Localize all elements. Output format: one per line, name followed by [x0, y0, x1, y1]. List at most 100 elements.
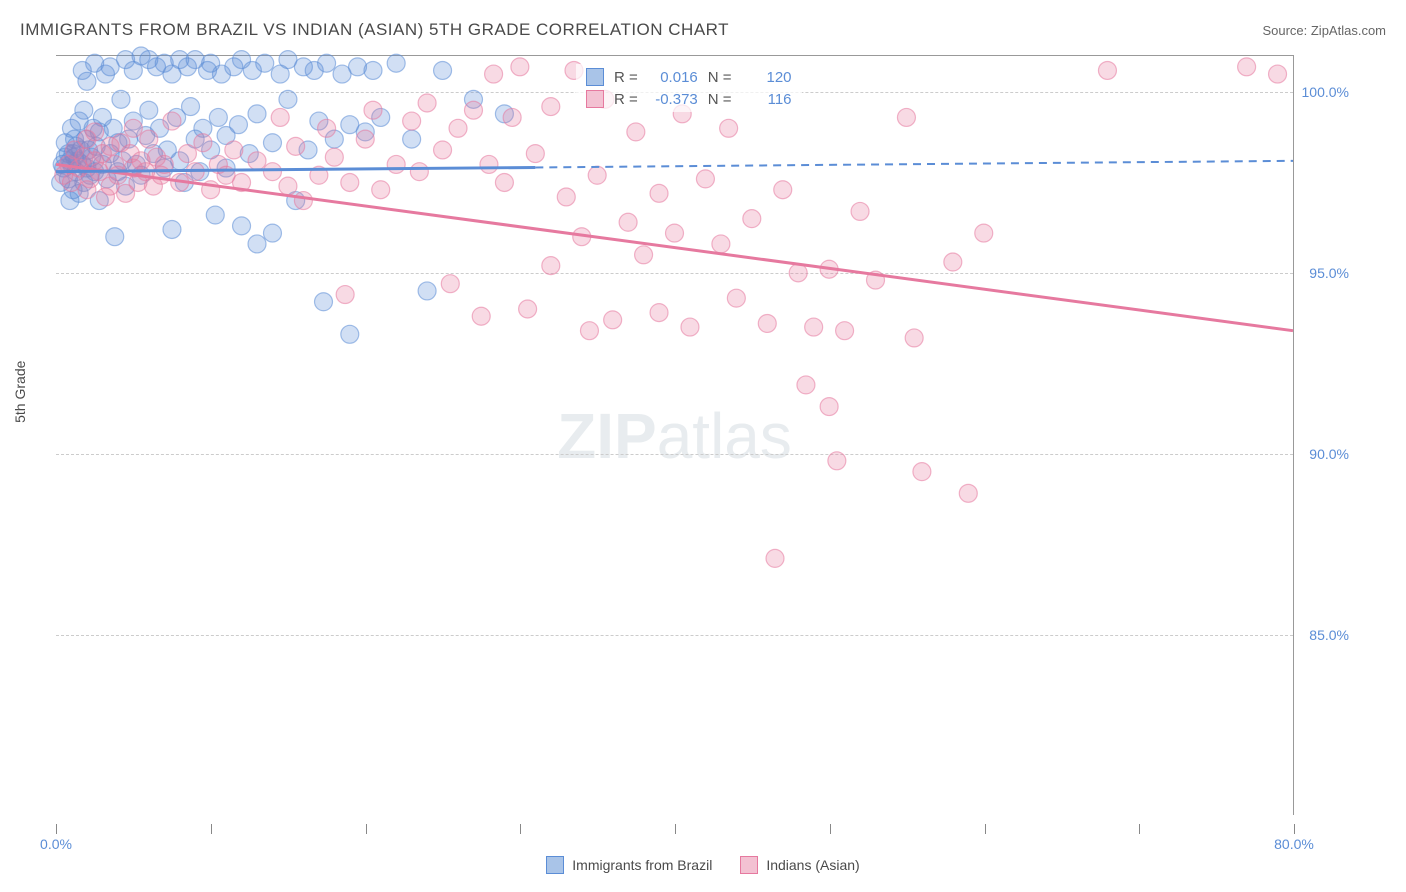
- stats-swatch-indian: [586, 90, 604, 108]
- data-point-indian: [410, 163, 428, 181]
- data-point-indian: [959, 484, 977, 502]
- data-point-indian: [163, 112, 181, 130]
- data-point-brazil: [229, 116, 247, 134]
- data-point-indian: [403, 112, 421, 130]
- data-point-indian: [287, 137, 305, 155]
- stats-row-indian: R = -0.373 N = 116: [586, 90, 792, 108]
- legend-label-brazil: Immigrants from Brazil: [572, 857, 712, 873]
- data-point-indian: [472, 307, 490, 325]
- data-point-indian: [789, 264, 807, 282]
- data-point-indian: [905, 329, 923, 347]
- data-point-indian: [387, 155, 405, 173]
- data-point-indian: [944, 253, 962, 271]
- data-point-brazil: [403, 130, 421, 148]
- x-tick: [1139, 824, 1140, 834]
- data-point-brazil: [233, 217, 251, 235]
- x-tick: [366, 824, 367, 834]
- data-point-brazil: [182, 98, 200, 116]
- data-point-indian: [975, 224, 993, 242]
- data-point-indian: [519, 300, 537, 318]
- data-point-indian: [758, 314, 776, 332]
- data-point-indian: [364, 101, 382, 119]
- data-point-indian: [580, 322, 598, 340]
- data-point-indian: [418, 94, 436, 112]
- data-point-indian: [325, 148, 343, 166]
- data-point-indian: [526, 145, 544, 163]
- data-point-brazil: [78, 72, 96, 90]
- x-tick: [985, 824, 986, 834]
- data-point-indian: [464, 101, 482, 119]
- data-point-indian: [851, 202, 869, 220]
- legend-swatch-brazil: [546, 856, 564, 874]
- data-point-indian: [449, 119, 467, 137]
- data-point-indian: [434, 141, 452, 159]
- data-point-brazil: [263, 134, 281, 152]
- data-point-brazil: [248, 235, 266, 253]
- stats-n-brazil: 120: [742, 69, 792, 86]
- data-point-brazil: [163, 220, 181, 238]
- data-point-indian: [279, 177, 297, 195]
- data-point-indian: [696, 170, 714, 188]
- stats-swatch-brazil: [586, 68, 604, 86]
- y-axis-title: 5th Grade: [12, 361, 28, 423]
- source-label: Source: ZipAtlas.com: [1262, 23, 1386, 38]
- stats-row-brazil: R = 0.016 N = 120: [586, 68, 792, 86]
- data-point-indian: [86, 123, 104, 141]
- stats-r-label: R =: [614, 69, 638, 86]
- stats-r-brazil: 0.016: [648, 69, 698, 86]
- x-tick: [211, 824, 212, 834]
- x-tick: [675, 824, 676, 834]
- data-point-indian: [248, 152, 266, 170]
- data-point-brazil: [263, 224, 281, 242]
- data-point-indian: [542, 257, 560, 275]
- data-point-brazil: [418, 282, 436, 300]
- x-tick: [520, 824, 521, 834]
- data-point-indian: [1269, 65, 1287, 83]
- data-point-brazil: [112, 90, 130, 108]
- stats-n-label: N =: [708, 69, 732, 86]
- data-point-indian: [356, 130, 374, 148]
- data-point-indian: [797, 376, 815, 394]
- data-point-indian: [712, 235, 730, 253]
- y-tick-label: 90.0%: [1299, 446, 1349, 462]
- data-point-indian: [140, 130, 158, 148]
- data-point-indian: [194, 134, 212, 152]
- data-point-brazil: [206, 206, 224, 224]
- legend: Immigrants from Brazil Indians (Asian): [0, 856, 1406, 874]
- data-point-indian: [336, 286, 354, 304]
- stats-r-indian: -0.373: [648, 91, 698, 108]
- data-point-indian: [1098, 61, 1116, 79]
- y-tick-label: 85.0%: [1299, 627, 1349, 643]
- data-point-brazil: [75, 101, 93, 119]
- y-tick-label: 95.0%: [1299, 265, 1349, 281]
- data-point-brazil: [248, 105, 266, 123]
- x-tick-label: 0.0%: [40, 836, 72, 852]
- data-point-indian: [897, 108, 915, 126]
- data-point-brazil: [140, 101, 158, 119]
- data-point-indian: [485, 65, 503, 83]
- data-point-brazil: [106, 228, 124, 246]
- data-point-brazil: [279, 90, 297, 108]
- data-point-indian: [271, 108, 289, 126]
- data-point-indian: [766, 549, 784, 567]
- plot-area: ZIPatlas 85.0%90.0%95.0%100.0% R = 0.016…: [56, 55, 1294, 815]
- data-point-indian: [743, 210, 761, 228]
- data-point-indian: [820, 398, 838, 416]
- data-point-indian: [557, 188, 575, 206]
- legend-label-indian: Indians (Asian): [766, 857, 859, 873]
- data-point-brazil: [315, 293, 333, 311]
- stats-n-label: N =: [708, 91, 732, 108]
- data-point-indian: [294, 192, 312, 210]
- data-point-indian: [124, 119, 142, 137]
- x-tick-label: 80.0%: [1274, 836, 1314, 852]
- data-point-indian: [178, 145, 196, 163]
- data-point-indian: [341, 174, 359, 192]
- data-point-indian: [372, 181, 390, 199]
- data-point-indian: [1238, 58, 1256, 76]
- stats-box: R = 0.016 N = 120 R = -0.373 N = 116: [576, 64, 802, 112]
- legend-item-indian: Indians (Asian): [740, 856, 859, 874]
- data-point-indian: [805, 318, 823, 336]
- data-point-indian: [588, 166, 606, 184]
- data-point-indian: [604, 311, 622, 329]
- data-point-indian: [225, 141, 243, 159]
